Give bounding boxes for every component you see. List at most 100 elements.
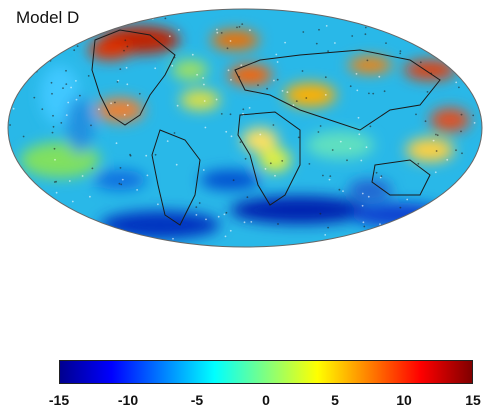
- anomaly-blob: [100, 211, 220, 239]
- station-dot: [138, 92, 141, 95]
- station-dot: [346, 159, 348, 162]
- station-dot: [157, 203, 159, 206]
- anomaly-field: [20, 26, 470, 239]
- station-dot: [340, 238, 343, 241]
- station-dot: [417, 162, 420, 165]
- station-dot: [328, 178, 331, 181]
- anomaly-blob: [172, 60, 208, 80]
- station-dot: [32, 229, 35, 231]
- station-dot: [464, 218, 466, 221]
- station-dot: [119, 167, 122, 169]
- station-dot: [334, 42, 336, 44]
- station-dot: [425, 231, 428, 233]
- station-dot: [327, 226, 329, 229]
- station-dot: [305, 97, 308, 99]
- station-dot: [232, 179, 235, 182]
- station-dot: [41, 108, 44, 111]
- station-dot: [441, 33, 443, 36]
- station-dot: [164, 17, 167, 20]
- station-dot: [205, 218, 207, 221]
- station-dot: [286, 91, 289, 93]
- station-dot: [17, 193, 19, 196]
- station-dot: [473, 122, 476, 124]
- station-dot: [474, 164, 477, 166]
- station-dot: [379, 241, 381, 243]
- australia-coast: [371, 159, 431, 196]
- station-dot: [119, 68, 122, 70]
- station-dot: [124, 39, 127, 42]
- station-dot: [349, 147, 352, 150]
- station-dot: [295, 100, 298, 102]
- station-dot: [342, 190, 344, 193]
- station-dot: [399, 206, 402, 209]
- station-dot: [338, 188, 341, 191]
- station-dot: [154, 153, 157, 156]
- station-dot: [123, 22, 126, 25]
- anomaly-blob: [306, 131, 374, 159]
- station-dot: [216, 28, 218, 31]
- station-dot: [154, 67, 157, 70]
- anomaly-blob: [94, 170, 146, 190]
- south-america-coast: [151, 129, 201, 226]
- anomaly-blob: [96, 98, 144, 122]
- station-dot: [257, 84, 259, 86]
- station-dot: [241, 23, 244, 25]
- tick-label: 0: [262, 392, 270, 408]
- station-dot: [168, 35, 171, 38]
- colorbar-ticks: -15 -10 -5 0 5 10 15: [0, 392, 490, 412]
- station-dot: [361, 192, 364, 195]
- station-dot: [324, 76, 327, 79]
- station-dot: [121, 178, 124, 181]
- station-dot: [406, 198, 409, 201]
- station-dot: [297, 136, 300, 139]
- station-dot: [383, 90, 386, 93]
- station-dot: [126, 104, 129, 107]
- station-dot: [375, 171, 378, 174]
- anomaly-blob: [200, 170, 260, 190]
- station-dot: [146, 174, 149, 177]
- tick-label: -15: [48, 392, 70, 408]
- station-dot: [385, 42, 387, 44]
- station-dot: [319, 212, 322, 215]
- station-dot: [98, 108, 100, 111]
- anomaly-blob: [406, 138, 454, 162]
- station-dot: [399, 52, 402, 55]
- africa-coast: [237, 111, 301, 206]
- station-dot: [53, 147, 56, 150]
- station-dot: [55, 191, 58, 194]
- tick-label: 15: [465, 392, 481, 408]
- station-dot: [67, 38, 69, 41]
- station-dot: [65, 114, 68, 116]
- station-dot: [415, 113, 417, 116]
- station-dot: [115, 142, 118, 145]
- station-dot: [460, 130, 462, 133]
- station-dot: [364, 33, 367, 36]
- station-dot: [52, 125, 55, 128]
- station-dot: [110, 102, 112, 105]
- station-dot: [10, 58, 13, 61]
- station-dot: [319, 125, 322, 127]
- station-dot: [274, 174, 276, 177]
- station-dot: [238, 26, 241, 28]
- station-dot: [76, 45, 79, 47]
- station-dot: [467, 52, 469, 55]
- station-dot: [65, 83, 68, 85]
- station-dot: [356, 89, 359, 92]
- station-dot: [432, 139, 435, 142]
- station-dot: [84, 224, 86, 227]
- anomaly-blob: [242, 128, 278, 152]
- station-dot: [250, 221, 253, 223]
- station-dot: [54, 158, 56, 161]
- station-dot: [171, 64, 174, 67]
- station-dot: [33, 96, 36, 99]
- station-dot: [424, 120, 427, 123]
- station-dot: [204, 126, 207, 129]
- station-dot: [327, 50, 329, 52]
- station-dot: [464, 226, 466, 228]
- station-dot: [172, 237, 174, 240]
- station-dot: [166, 140, 169, 143]
- station-dot: [12, 94, 15, 97]
- station-dot: [453, 197, 456, 200]
- station-dot: [224, 235, 227, 238]
